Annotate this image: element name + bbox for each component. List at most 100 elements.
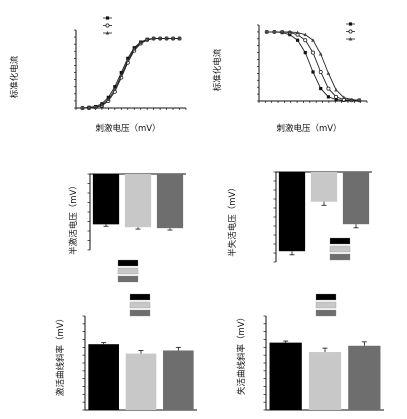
legend-marker <box>348 37 353 41</box>
data-point <box>93 105 98 109</box>
data-point <box>99 103 104 107</box>
data-point <box>318 52 323 56</box>
data-point <box>119 70 123 75</box>
bar <box>163 350 194 410</box>
activation-curve-ylabel: 标准化电流 <box>9 55 20 98</box>
legend-swatch <box>315 309 337 317</box>
series-line <box>82 38 180 109</box>
data-point <box>287 29 292 34</box>
legend-marker <box>348 22 353 26</box>
data-point <box>319 86 323 91</box>
data-point <box>334 87 339 92</box>
legend-swatch <box>129 301 151 309</box>
data-point <box>295 38 300 42</box>
bar <box>88 344 119 410</box>
data-point <box>87 106 91 110</box>
bar <box>269 342 302 410</box>
data-point <box>295 30 300 35</box>
data-point <box>311 38 315 42</box>
bar <box>308 352 342 410</box>
inactivation-slope-bar-chart: 失活曲线斜率（mV） <box>236 293 384 411</box>
legend-marker <box>348 29 353 34</box>
legend-swatch <box>329 245 351 253</box>
data-point <box>303 32 308 37</box>
data-point <box>151 36 156 41</box>
legend-swatch <box>329 237 351 245</box>
legend-swatch <box>117 259 139 267</box>
series-line <box>266 31 360 101</box>
activation-slope-plot <box>82 293 197 411</box>
legend-swatch <box>129 309 151 317</box>
legend-swatch <box>129 293 151 301</box>
data-point <box>119 73 124 77</box>
data-point <box>106 95 110 99</box>
half-activation-ylabel: 半激活电压（mV） <box>68 181 79 255</box>
inactivation-curve-xlabel: 刺激电压（mV） <box>276 123 341 134</box>
series-line <box>82 38 180 109</box>
legend-marker <box>105 23 110 28</box>
bar <box>342 172 370 225</box>
data-point <box>264 29 269 34</box>
series-line <box>266 31 360 101</box>
series-line <box>82 38 180 109</box>
inactivation-slope-ylabel: 失活曲线斜率（mV） <box>236 313 247 395</box>
half-activation-bar-chart: 半激活电压（mV） <box>68 173 186 283</box>
data-point <box>349 97 354 102</box>
bar <box>92 174 120 225</box>
data-point <box>138 40 143 45</box>
legend-marker <box>105 31 110 35</box>
legend-swatch <box>329 253 351 261</box>
legend-swatch <box>117 267 139 275</box>
inactivation-slope-plot <box>263 293 384 411</box>
data-point <box>334 94 339 99</box>
half-inactivation-ylabel: 半失活电压（mV） <box>227 183 238 257</box>
data-point <box>171 36 175 41</box>
activation-slope-bar-chart: 激活曲线斜率（mV） <box>55 293 197 411</box>
data-point <box>145 37 150 42</box>
bar <box>156 174 184 229</box>
data-point <box>326 71 331 75</box>
data-point <box>311 50 315 55</box>
data-point <box>112 87 117 92</box>
activation-slope-ylabel: 激活曲线斜率（mV） <box>55 314 66 396</box>
data-point <box>80 106 85 110</box>
bar <box>278 172 306 252</box>
bar <box>125 353 157 410</box>
data-point <box>318 70 323 74</box>
legend-swatch <box>117 275 139 283</box>
data-point <box>272 29 277 34</box>
data-point <box>132 47 137 51</box>
data-point <box>126 56 130 60</box>
inactivation-curve-ylabel: 标准化电流 <box>212 48 223 91</box>
data-point <box>158 36 163 41</box>
legend-marker <box>105 16 110 20</box>
data-point <box>303 51 307 55</box>
data-point <box>164 36 169 41</box>
series-line <box>266 31 360 101</box>
data-point <box>280 29 285 34</box>
data-point <box>326 95 331 99</box>
data-point <box>125 58 130 62</box>
data-point <box>177 36 182 41</box>
inactivation-curve-plot <box>257 22 368 103</box>
data-point <box>113 85 117 89</box>
activation-curve-chart: 标准化电流 刺激电压（mV） <box>9 16 187 134</box>
data-point <box>303 38 308 43</box>
data-point <box>311 70 315 74</box>
bar <box>124 174 152 228</box>
bar <box>348 345 381 410</box>
half-activation-plot <box>87 173 186 283</box>
data-point <box>326 86 331 91</box>
legend-swatch <box>315 293 337 301</box>
legend-swatch <box>315 301 337 309</box>
inactivation-curve-chart: 标准化电流 刺激电压（mV） <box>212 22 368 134</box>
activation-curve-plot <box>74 16 187 110</box>
data-point <box>341 95 346 100</box>
half-inactivation-plot <box>273 171 372 263</box>
data-point <box>334 98 338 102</box>
data-point <box>357 98 362 102</box>
half-inactivation-bar-chart: 半失活电压（mV） <box>227 171 372 263</box>
data-point <box>288 33 292 37</box>
activation-curve-xlabel: 刺激电压（mV） <box>95 123 160 134</box>
data-point <box>106 97 111 101</box>
